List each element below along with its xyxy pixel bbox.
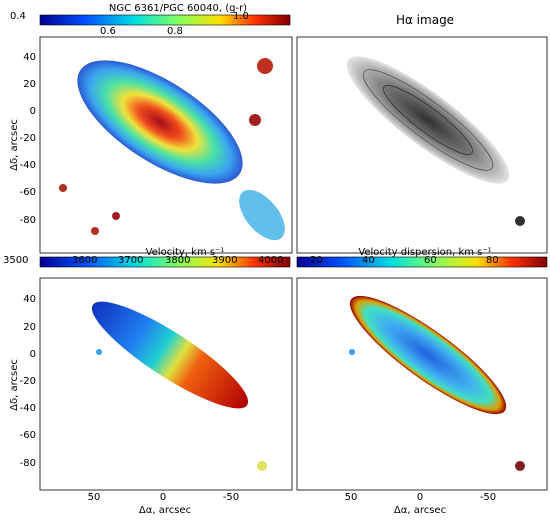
galaxy-velocity-map	[91, 301, 249, 409]
y-tick: -20	[20, 133, 36, 144]
star-blob	[59, 184, 67, 192]
star-blob	[257, 461, 267, 471]
x-tick: 50	[88, 492, 101, 503]
x-tick: -50	[223, 492, 239, 503]
star-blob	[112, 212, 120, 220]
y-axis-label: Δδ, arcsec	[9, 119, 20, 171]
y-tick: 40	[23, 52, 36, 63]
panel-ha-image: Hα image	[296, 13, 548, 254]
colorbar-tick: 0.6	[100, 26, 116, 37]
x-tick: 0	[160, 492, 166, 503]
colorbar	[39, 256, 291, 268]
colorbar	[39, 14, 291, 26]
y-tick: 40	[23, 294, 36, 305]
star-blob	[349, 349, 355, 355]
contour	[383, 85, 473, 155]
colorbar-tick: 60	[424, 255, 437, 266]
star-blob	[249, 114, 261, 126]
colorbar-tick: 20	[310, 255, 323, 266]
y-tick: 20	[23, 322, 36, 333]
x-axis-label: Δα, arcsec	[394, 505, 446, 516]
colorbar-tick: 80	[486, 255, 499, 266]
colorbar-tick: 3700	[118, 255, 143, 266]
y-tick: -40	[20, 160, 36, 171]
companion-blob	[230, 182, 293, 249]
panel-title: Velocity dispersion, km s⁻¹	[358, 247, 491, 258]
panel-title: NGC 6361/PGC 60040, (g-r)	[109, 3, 247, 14]
galaxy-color-image	[59, 37, 262, 208]
y-tick: -80	[20, 215, 36, 226]
plot-frame	[296, 277, 548, 491]
y-tick: -80	[20, 458, 36, 469]
y-tick: -60	[20, 187, 36, 198]
colorbar-tick: 1.0	[233, 11, 249, 22]
panel-title: Hα image	[396, 13, 454, 27]
galaxy-ha-image	[346, 56, 510, 184]
panel-velocity: Velocity, km s⁻¹ 3500 3600 3700 3800 390…	[3, 247, 293, 516]
contour	[362, 69, 494, 171]
colorbar-tick: 4000	[258, 255, 283, 266]
y-tick: -60	[20, 430, 36, 441]
x-tick: -50	[480, 492, 496, 503]
colorbar-tick: 3800	[165, 255, 190, 266]
colorbar-tick: 0.8	[167, 26, 183, 37]
star-blob	[96, 349, 102, 355]
y-tick: -40	[20, 403, 36, 414]
plot-frame	[39, 277, 293, 491]
colorbar-tick: 3900	[212, 255, 237, 266]
x-tick: 0	[417, 492, 423, 503]
colorbar	[296, 256, 548, 268]
colorbar-tick: 40	[362, 255, 375, 266]
panel-dispersion: Velocity dispersion, km s⁻¹ 20 40 60 80 …	[296, 247, 548, 516]
star-blob	[91, 227, 99, 235]
colorbar-tick: 3500	[3, 255, 28, 266]
colorbar-tick: 0.4	[10, 11, 26, 22]
star-blob	[257, 58, 273, 74]
x-tick: 50	[345, 492, 358, 503]
y-tick: 0	[30, 349, 36, 360]
galaxy-dispersion-map	[349, 295, 507, 415]
y-tick: 20	[23, 79, 36, 90]
y-axis-label: Δδ, arcsec	[9, 359, 20, 411]
panel-color-map: NGC 6361/PGC 60040, (g-r) 0.4 0.6 0.8 1.…	[9, 3, 293, 254]
star-blob	[515, 461, 525, 471]
y-tick: -20	[20, 376, 36, 387]
x-axis-label: Δα, arcsec	[139, 505, 191, 516]
y-tick: 0	[30, 106, 36, 117]
colorbar-tick: 3600	[72, 255, 97, 266]
panel-title: Velocity, km s⁻¹	[146, 247, 225, 258]
star-blob	[515, 216, 525, 226]
